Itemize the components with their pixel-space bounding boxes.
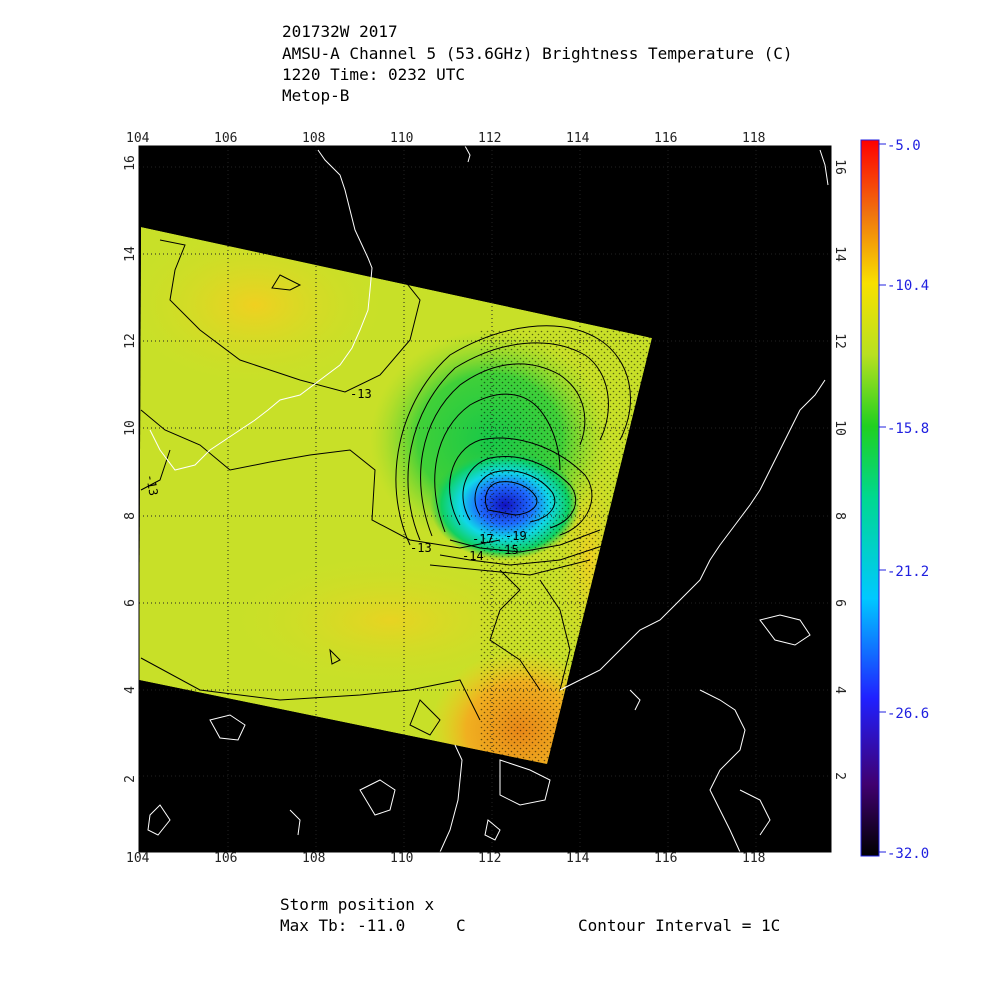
lat-tick-label: 8 — [832, 512, 847, 520]
lat-tick-label: 12 — [832, 333, 847, 349]
contour-label: -13 — [410, 541, 432, 555]
lon-tick-label: 118 — [742, 131, 765, 146]
lat-tick-label: 2 — [123, 775, 138, 783]
product-title: AMSU-A Channel 5 (53.6GHz) Brightness Te… — [282, 44, 793, 63]
time-title: 1220 Time: 0232 UTC — [282, 65, 466, 84]
lon-tick-label: 112 — [478, 851, 501, 866]
lon-tick-label: 104 — [126, 131, 150, 146]
lon-tick-label: 114 — [566, 851, 590, 866]
colorbar-label: -26.6 — [887, 706, 929, 722]
lon-tick-label: 106 — [214, 851, 237, 866]
storm-position-text: Storm position x — [280, 895, 435, 914]
top-lon-axis: 104 106 108 110 112 114 116 118 — [126, 131, 765, 146]
contour-label: -14 — [462, 549, 484, 563]
max-tb-text: Max Tb: -11.0 — [280, 916, 406, 935]
lon-tick-label: 116 — [654, 851, 677, 866]
colorbar-gradient — [860, 139, 880, 857]
coastlines — [147, 145, 829, 853]
satellite-title: Metop-B — [282, 86, 350, 105]
colorbar-label: -15.8 — [887, 421, 929, 437]
colorbar: -5.0 -10.4 -15.8 -21.2 -26.6 -32.0 — [860, 138, 929, 862]
grid-lines — [139, 146, 831, 852]
lon-tick-label: 114 — [566, 131, 590, 146]
lon-tick-label: 108 — [302, 131, 325, 146]
lat-tick-label: 14 — [123, 246, 138, 262]
contour-label: -17 — [472, 532, 494, 546]
contour-label: -19 — [505, 529, 527, 543]
max-tb-unit: C — [456, 916, 466, 935]
lon-tick-label: 104 — [126, 851, 150, 866]
lon-tick-label: 110 — [390, 851, 413, 866]
lat-tick-label: 16 — [832, 159, 847, 175]
lat-tick-label: 12 — [123, 333, 138, 349]
contour-label: -13 — [350, 387, 372, 401]
lat-tick-label: 8 — [123, 512, 138, 520]
lat-tick-label: 2 — [832, 772, 847, 780]
right-lat-axis: 2 4 6 8 10 12 14 16 — [832, 159, 847, 780]
map-frame — [138, 145, 832, 853]
lon-tick-label: 106 — [214, 131, 237, 146]
lon-tick-label: 116 — [654, 131, 677, 146]
colorbar-label: -10.4 — [887, 278, 929, 294]
bottom-lon-axis: 104 106 108 110 112 114 116 118 — [126, 851, 765, 866]
left-lat-axis: 2 4 6 8 10 12 14 16 — [123, 155, 138, 783]
lon-tick-label: 118 — [742, 851, 765, 866]
lat-tick-label: 16 — [123, 155, 138, 171]
lat-tick-label: 10 — [832, 420, 847, 436]
contour-lines — [140, 239, 631, 736]
contour-label: -15 — [497, 543, 519, 557]
lat-tick-label: 4 — [832, 686, 847, 694]
storm-id-title: 201732W 2017 — [282, 22, 398, 41]
contour-labels: -13 -13 -13 -14 -15 -17 -19 — [143, 387, 527, 563]
lon-tick-label: 112 — [478, 131, 501, 146]
colorbar-label: -21.2 — [887, 564, 929, 580]
colorbar-label: -32.0 — [887, 846, 929, 862]
lon-tick-label: 108 — [302, 851, 325, 866]
lat-tick-label: 6 — [123, 599, 138, 607]
lat-tick-label: 10 — [123, 420, 138, 436]
colorbar-label: -5.0 — [887, 138, 921, 154]
lon-tick-label: 110 — [390, 131, 413, 146]
lat-tick-label: 14 — [832, 246, 847, 262]
lat-tick-label: 4 — [123, 686, 138, 694]
lat-tick-label: 6 — [832, 599, 847, 607]
contour-label: -13 — [143, 473, 161, 497]
contour-interval-text: Contour Interval = 1C — [578, 916, 781, 935]
